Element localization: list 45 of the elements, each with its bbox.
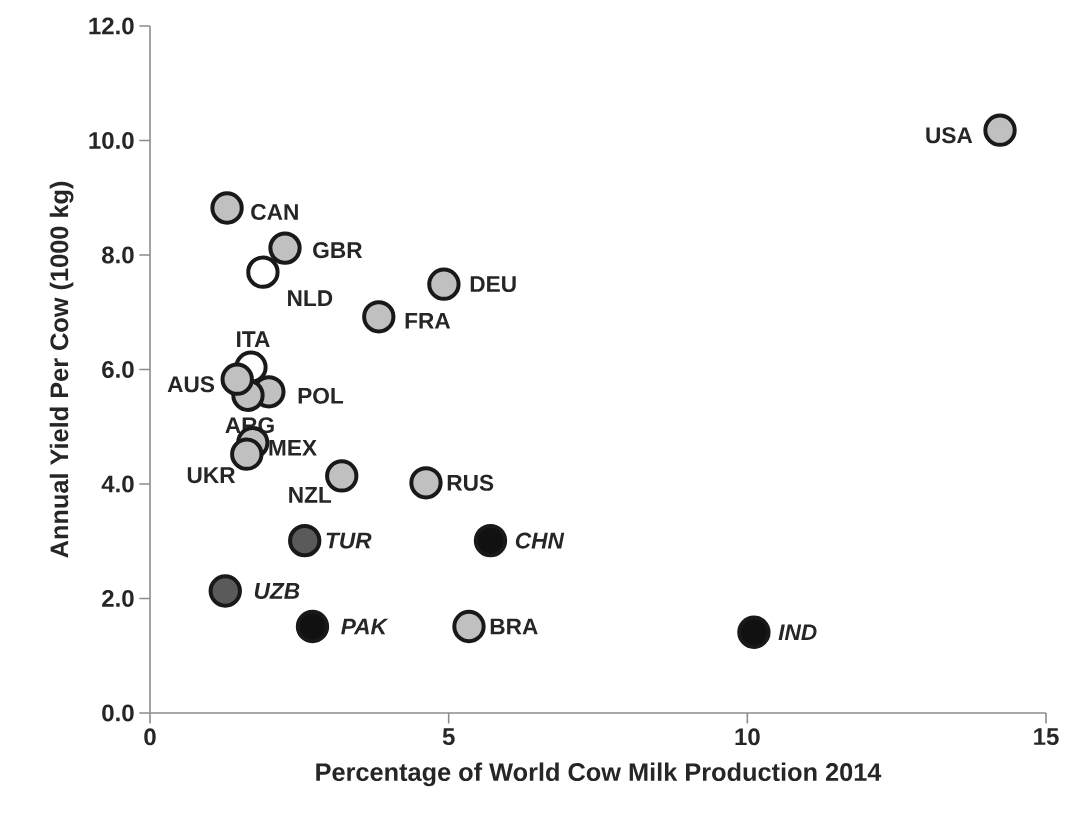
annotation: BRA — [490, 618, 538, 635]
annotation: FRA — [405, 313, 451, 329]
annotation: UZB — [254, 583, 300, 599]
annotation: CHN — [515, 532, 565, 549]
annotation: MEX — [269, 440, 317, 456]
y-axis-title: Annual Yield Per Cow (1000 kg) — [49, 181, 74, 558]
point — [737, 615, 771, 649]
point — [409, 466, 443, 500]
x-axis-title: Percentage of World Cow Milk Production 2014 — [316, 762, 882, 787]
annotation: NLD — [288, 290, 333, 306]
annotation: DEU — [470, 276, 516, 293]
x-tick-label: 0 — [144, 728, 156, 746]
annotation: TUR — [326, 532, 372, 549]
annotation: GBR — [313, 242, 363, 259]
point — [288, 523, 322, 558]
point — [268, 231, 302, 265]
y-tick-label: 12.0 — [89, 17, 134, 35]
point — [473, 523, 508, 558]
y-tick-label: 6.0 — [102, 360, 134, 378]
y-tick-label: 10.0 — [89, 131, 134, 149]
y-tick-label: 4.0 — [101, 475, 134, 493]
y-tick-label: 8.0 — [102, 246, 134, 264]
annotation: AUS — [167, 376, 215, 393]
point — [210, 191, 244, 225]
point — [220, 362, 254, 396]
annotation: POL — [298, 387, 344, 404]
y-tick-label: 2.0 — [102, 589, 134, 607]
point — [208, 574, 242, 608]
point — [362, 300, 396, 334]
point — [452, 609, 486, 644]
y-tick-label: 0.0 — [102, 704, 134, 722]
annotation: USA — [926, 127, 973, 144]
point — [295, 609, 330, 644]
annotation: NZL — [289, 487, 332, 503]
point — [246, 255, 280, 289]
x-tick-label: 5 — [442, 728, 455, 746]
annotation: ITA — [237, 331, 270, 347]
annotation: UKR — [187, 467, 236, 484]
annotation: CAN — [251, 204, 298, 221]
annotation: IND — [778, 624, 817, 641]
x-tick-label: 10 — [735, 728, 760, 746]
annotation: RUS — [447, 474, 494, 491]
annotation: PAK — [341, 618, 389, 635]
point — [427, 267, 461, 301]
x-tick-label: 15 — [1034, 728, 1059, 746]
